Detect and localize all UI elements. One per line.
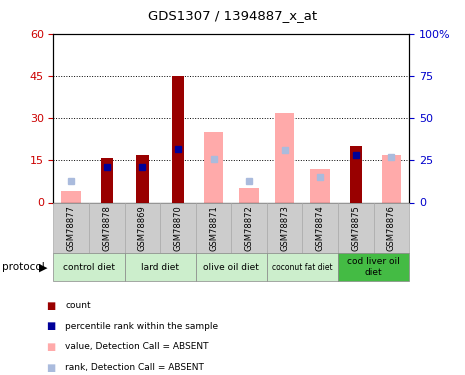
Text: ■: ■ [46, 301, 56, 310]
Bar [61, 191, 81, 202]
Text: ▶: ▶ [39, 262, 47, 272]
Text: GSM78873: GSM78873 [280, 205, 289, 251]
Text: olive oil diet: olive oil diet [203, 263, 259, 272]
Text: GSM78875: GSM78875 [352, 205, 360, 251]
Text: cod liver oil
diet: cod liver oil diet [347, 258, 400, 277]
Bar [100, 158, 113, 203]
Bar [172, 76, 184, 202]
Text: GSM78869: GSM78869 [138, 205, 147, 251]
Text: count: count [65, 301, 91, 310]
Text: protocol: protocol [2, 262, 45, 272]
Text: ■: ■ [46, 363, 56, 372]
Text: lard diet: lard diet [141, 263, 179, 272]
Text: GSM78877: GSM78877 [67, 205, 76, 251]
Text: ■: ■ [46, 342, 56, 352]
Text: GSM78872: GSM78872 [245, 205, 253, 251]
Bar [382, 154, 401, 203]
Text: rank, Detection Call = ABSENT: rank, Detection Call = ABSENT [65, 363, 204, 372]
Bar [275, 112, 294, 202]
Text: GSM78878: GSM78878 [102, 205, 111, 251]
Bar [204, 132, 223, 202]
Bar [311, 169, 330, 202]
Text: GSM78876: GSM78876 [387, 205, 396, 251]
Bar [239, 188, 259, 202]
Text: ■: ■ [46, 321, 56, 331]
Text: coconut fat diet: coconut fat diet [272, 263, 333, 272]
Text: control diet: control diet [63, 263, 115, 272]
Text: GDS1307 / 1394887_x_at: GDS1307 / 1394887_x_at [148, 9, 317, 22]
Text: GSM78874: GSM78874 [316, 205, 325, 251]
Text: percentile rank within the sample: percentile rank within the sample [65, 322, 218, 331]
Bar [350, 146, 362, 202]
Text: GSM78871: GSM78871 [209, 205, 218, 251]
Bar [136, 154, 149, 203]
Text: GSM78870: GSM78870 [173, 205, 182, 251]
Text: value, Detection Call = ABSENT: value, Detection Call = ABSENT [65, 342, 209, 351]
